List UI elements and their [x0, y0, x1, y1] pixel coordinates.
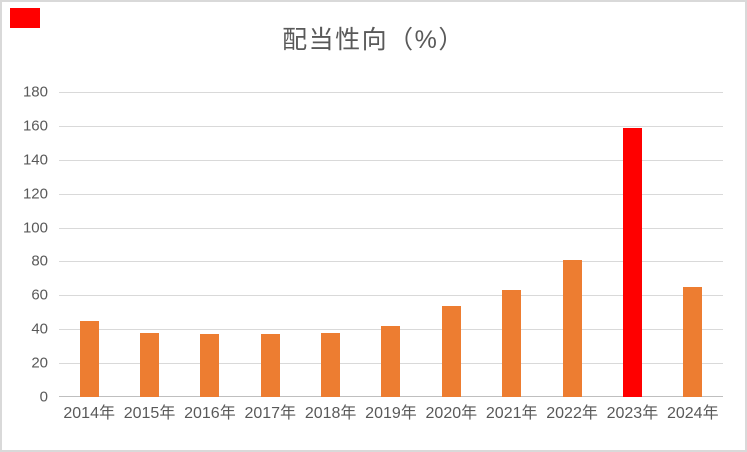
- y-tick-label: 60: [31, 286, 48, 304]
- bar-series: [59, 92, 723, 397]
- y-axis: 180 160 140 120 100 80 60 40 20 0: [2, 2, 48, 450]
- bar-cell: [180, 92, 240, 397]
- x-tick-label: 2020年: [425, 405, 478, 422]
- y-tick-label: 140: [22, 151, 48, 169]
- bar-cell: [300, 92, 360, 397]
- x-tick-label: 2019年: [365, 405, 417, 422]
- bar-cell: [482, 92, 542, 397]
- x-tick-label: 2021年: [485, 405, 538, 422]
- y-tick-label: 40: [31, 320, 48, 338]
- bar-cell: [59, 92, 119, 397]
- bar-cell: [421, 92, 481, 397]
- chart-title: 配当性向（%）: [282, 26, 465, 54]
- x-tick-label: 2017年: [244, 405, 297, 422]
- bar-cell: [119, 92, 179, 397]
- gridline: [59, 261, 723, 263]
- gridline: [59, 193, 723, 195]
- bar-cell: [240, 92, 300, 397]
- bar-2020年: [441, 305, 461, 397]
- x-tick-label: 2022年: [546, 405, 598, 422]
- plot-area: [59, 92, 723, 397]
- x-tick-label: 2018年: [304, 405, 357, 422]
- bar-2018年: [321, 332, 341, 397]
- x-tick-label: 2015年: [123, 405, 176, 422]
- gridline: [59, 295, 723, 297]
- y-tick-label: 20: [31, 354, 48, 372]
- y-tick-label: 80: [31, 252, 48, 270]
- x-tick-label: 2016年: [184, 405, 236, 422]
- gridline: [59, 125, 723, 127]
- bar-2024年: [683, 286, 703, 397]
- bar-cell: [542, 92, 602, 397]
- gridline: [59, 159, 723, 161]
- y-tick-label: 120: [22, 185, 48, 203]
- y-tick-label: 180: [22, 83, 48, 101]
- gridline: [59, 227, 723, 229]
- bar-2021年: [502, 290, 522, 397]
- bar-2023年: [622, 127, 642, 397]
- bar-2019年: [381, 325, 401, 397]
- y-tick-label: 0: [39, 388, 48, 406]
- bar-cell: [361, 92, 421, 397]
- bar-cell: [663, 92, 723, 397]
- bar-2015年: [140, 332, 160, 397]
- bar-2016年: [200, 334, 220, 397]
- bar-cell: [602, 92, 662, 397]
- bar-2014年: [79, 320, 99, 397]
- bar-2022年: [562, 259, 582, 397]
- x-axis: 2014年 2015年 2016年 2017年 2018年 2019年 2020年 2021年…: [59, 404, 723, 423]
- y-tick-label: 100: [22, 219, 48, 237]
- red-corner-marker: [10, 8, 40, 28]
- x-tick-label: 2024年: [666, 405, 719, 422]
- gridline: [59, 92, 723, 93]
- x-tick-label: 2023年: [606, 405, 659, 422]
- bar-2017年: [260, 334, 280, 397]
- x-tick-label: 2014年: [63, 405, 115, 422]
- y-tick-label: 160: [22, 117, 48, 135]
